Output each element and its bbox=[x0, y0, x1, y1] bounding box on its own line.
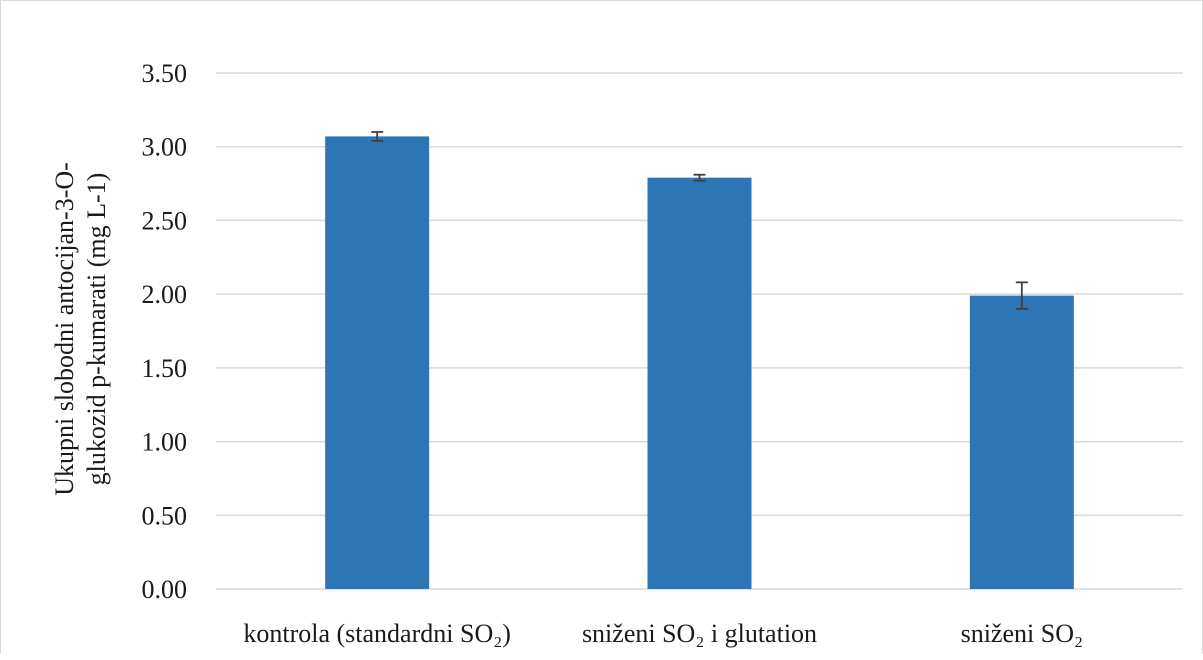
y-tick-label: 1.00 bbox=[142, 428, 188, 457]
x-axis-ticks: kontrola (standardni SO₂) sniženi SO₂ i g… bbox=[243, 619, 1083, 648]
y-axis-label-line1: Ukupni slobodni antocijan-3-O- bbox=[50, 162, 79, 496]
y-axis-label-line2: glukozid p-kumarati (mg L-1) bbox=[82, 173, 111, 486]
y-tick-label: 2.50 bbox=[142, 206, 188, 235]
error-bar bbox=[371, 131, 384, 142]
error-bars bbox=[371, 131, 1028, 310]
y-tick-label: 3.50 bbox=[142, 59, 188, 88]
y-tick-label: 0.00 bbox=[142, 575, 188, 604]
y-tick-label: 3.00 bbox=[142, 133, 188, 162]
x-tick-label: sniženi SO₂ bbox=[961, 619, 1083, 648]
y-axis-ticks: 0.00 0.50 1.00 1.50 2.00 2.50 3.00 3.50 bbox=[142, 59, 188, 604]
error-bar bbox=[693, 173, 706, 182]
error-bar bbox=[1015, 281, 1028, 310]
bar bbox=[647, 177, 752, 589]
y-tick-label: 2.00 bbox=[142, 280, 188, 309]
y-tick-label: 1.50 bbox=[142, 354, 188, 383]
y-tick-label: 0.50 bbox=[142, 501, 188, 530]
bar bbox=[325, 136, 430, 589]
x-tick-label: kontrola (standardni SO₂) bbox=[243, 619, 511, 648]
bar bbox=[969, 295, 1074, 589]
x-tick-label: sniženi SO₂ i glutation bbox=[582, 619, 817, 648]
bars bbox=[325, 136, 1074, 589]
